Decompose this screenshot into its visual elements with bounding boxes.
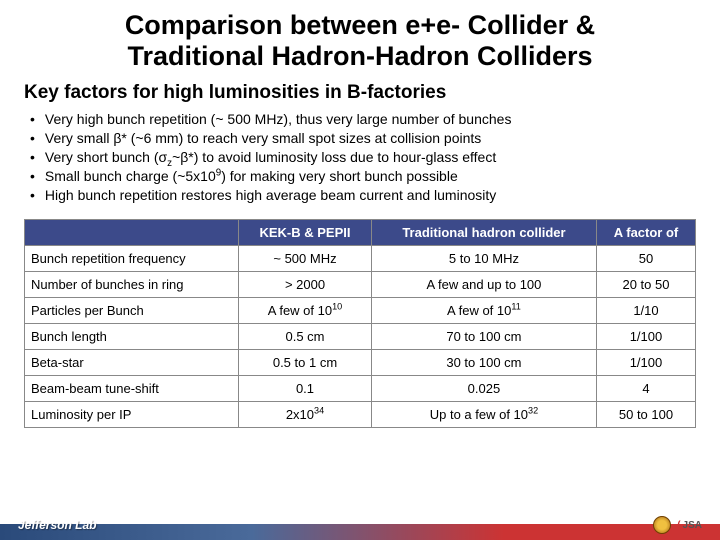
table-cell: Luminosity per IP [25,401,239,427]
table-row: Particles per BunchA few of 1010A few of… [25,297,696,323]
table-row: Luminosity per IP2x1034Up to a few of 10… [25,401,696,427]
bullet-item: Very small β* (~6 mm) to reach very smal… [30,129,696,148]
bullet-item: Very short bunch (σz~β*) to avoid lumino… [30,148,696,167]
comparison-table: KEK-B & PEPII Traditional hadron collide… [24,219,696,428]
footer-right-logos: ( JSA [653,516,702,534]
table-header [25,219,239,245]
bullet-text: Small bunch charge (~5x109) for making v… [45,167,458,186]
table-cell: Bunch repetition frequency [25,245,239,271]
table-cell: 30 to 100 cm [371,349,596,375]
table-cell: > 2000 [239,271,372,297]
table-cell: 70 to 100 cm [371,323,596,349]
table-cell: 0.5 to 1 cm [239,349,372,375]
footer: Jefferson Lab ( JSA [0,514,720,540]
table-cell: A few of 1010 [239,297,372,323]
seal-icon [653,516,671,534]
jsa-text: JSA [683,520,702,531]
table-cell: 0.1 [239,375,372,401]
table-cell: Up to a few of 1032 [371,401,596,427]
title-line-2: Traditional Hadron-Hadron Colliders [127,41,592,71]
table-row: Bunch length0.5 cm70 to 100 cm1/100 [25,323,696,349]
table-header: KEK-B & PEPII [239,219,372,245]
table-cell: Beam-beam tune-shift [25,375,239,401]
table-cell: ~ 500 MHz [239,245,372,271]
bullet-text: Very short bunch (σz~β*) to avoid lumino… [45,148,496,167]
table-cell: Particles per Bunch [25,297,239,323]
table-cell: A few of 1011 [371,297,596,323]
bullet-item: Small bunch charge (~5x109) for making v… [30,167,696,186]
table-cell: 50 to 100 [596,401,695,427]
table-cell: Bunch length [25,323,239,349]
table-cell: 0.025 [371,375,596,401]
table-cell: 5 to 10 MHz [371,245,596,271]
table-cell: 20 to 50 [596,271,695,297]
table-cell: 4 [596,375,695,401]
slide-subtitle: Key factors for high luminosities in B-f… [24,82,696,104]
table-header-row: KEK-B & PEPII Traditional hadron collide… [25,219,696,245]
table-cell: Number of bunches in ring [25,271,239,297]
bullet-text: Very high bunch repetition (~ 500 MHz), … [45,110,512,129]
bullet-text: High bunch repetition restores high aver… [45,186,496,205]
table-cell: 1/10 [596,297,695,323]
table-row: Number of bunches in ring> 2000A few and… [25,271,696,297]
table-body: Bunch repetition frequency~ 500 MHz5 to … [25,245,696,427]
table-header: Traditional hadron collider [371,219,596,245]
bullet-item: High bunch repetition restores high aver… [30,186,696,205]
table-cell: 2x1034 [239,401,372,427]
jefferson-lab-logo: Jefferson Lab [18,518,96,532]
table-row: Beta-star0.5 to 1 cm30 to 100 cm1/100 [25,349,696,375]
bullet-list: Very high bunch repetition (~ 500 MHz), … [24,110,696,204]
table-row: Beam-beam tune-shift0.10.0254 [25,375,696,401]
table-cell: 0.5 cm [239,323,372,349]
table-header: A factor of [596,219,695,245]
table-cell: A few and up to 100 [371,271,596,297]
slide: Comparison between e+e- Collider & Tradi… [0,0,720,540]
title-line-1: Comparison between e+e- Collider & [125,10,595,40]
table-cell: Beta-star [25,349,239,375]
bullet-text: Very small β* (~6 mm) to reach very smal… [45,129,481,148]
bracket-icon: ( [677,520,680,531]
table-row: Bunch repetition frequency~ 500 MHz5 to … [25,245,696,271]
slide-title: Comparison between e+e- Collider & Tradi… [24,10,696,72]
bullet-item: Very high bunch repetition (~ 500 MHz), … [30,110,696,129]
table-cell: 50 [596,245,695,271]
jsa-logo: ( JSA [677,520,702,531]
table-cell: 1/100 [596,323,695,349]
table-cell: 1/100 [596,349,695,375]
